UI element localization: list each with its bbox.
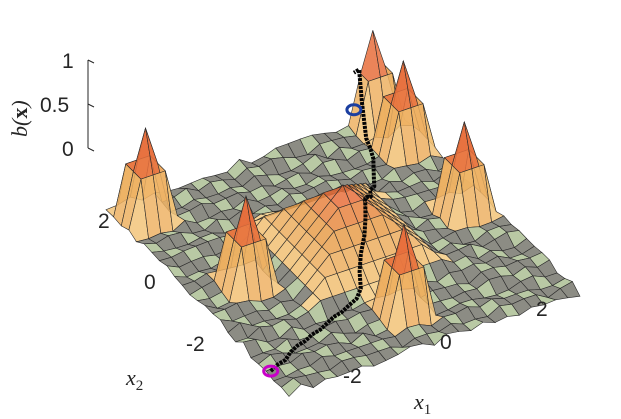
z-axis-label: b(x) <box>7 100 32 137</box>
z-tick-label-05: 0.5 <box>40 94 69 117</box>
axes-layer: 1 0.5 0 2 0 -2 -2 0 2 b(x) x2 x1 <box>7 50 548 418</box>
z-tick-mark-1 <box>87 59 95 64</box>
trajectory-layer <box>262 67 377 378</box>
surface-mesh <box>105 30 581 397</box>
trajectory-line <box>269 67 377 373</box>
z-tick-mark-0 <box>87 147 95 152</box>
z-tick-label-1: 1 <box>62 50 74 73</box>
x-tick-label-0: 0 <box>440 331 452 354</box>
x-axis-label: x1 <box>413 389 431 418</box>
x-tick-label-2: 2 <box>536 298 548 321</box>
y-tick-label-0: 0 <box>144 271 156 294</box>
surface-face <box>559 281 581 299</box>
y-axis-label: x2 <box>125 365 143 394</box>
trajectory-start-marker <box>262 364 280 378</box>
z-tick-mark-05 <box>87 103 95 108</box>
trajectory-end-marker <box>345 103 363 117</box>
y-tick-label-neg2: -2 <box>186 333 205 356</box>
x-tick-label-neg2: -2 <box>343 365 362 388</box>
y-tick-label-2: 2 <box>98 210 110 233</box>
z-tick-label-0: 0 <box>62 138 74 161</box>
